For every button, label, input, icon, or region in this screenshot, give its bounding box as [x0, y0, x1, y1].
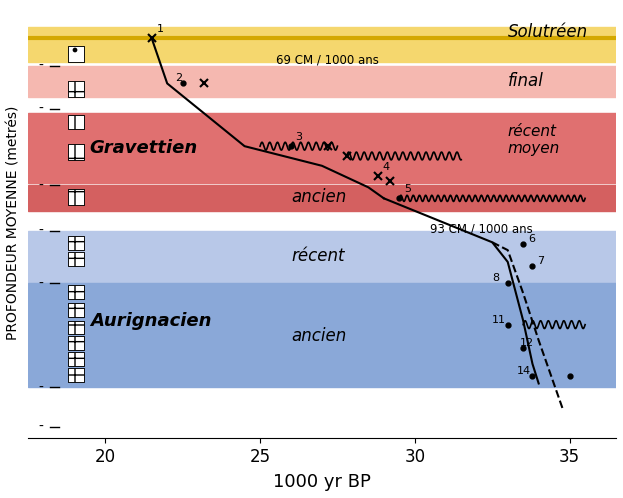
Text: ancien: ancien [291, 327, 346, 346]
Text: -: - [39, 380, 44, 394]
Bar [28, 66, 616, 97]
FancyBboxPatch shape [68, 237, 83, 250]
Text: Aurignacien: Aurignacien [90, 312, 211, 330]
Text: 69 CM / 1000 ans: 69 CM / 1000 ans [275, 53, 378, 66]
Text: 6: 6 [528, 234, 535, 244]
FancyBboxPatch shape [68, 115, 83, 128]
Text: 14: 14 [517, 366, 531, 375]
Bar [28, 231, 616, 281]
FancyBboxPatch shape [68, 189, 83, 205]
Text: Solutréen: Solutréen [508, 23, 588, 41]
Text: -: - [39, 276, 44, 290]
FancyBboxPatch shape [68, 303, 83, 317]
Y-axis label: PROFONDEUR MOYENNE (metrés): PROFONDEUR MOYENNE (metrés) [7, 106, 21, 340]
Text: final: final [508, 73, 544, 91]
Text: 2: 2 [175, 73, 182, 84]
Text: 11: 11 [492, 315, 506, 325]
Text: récent: récent [291, 247, 345, 265]
Text: 8: 8 [492, 273, 500, 283]
Text: -: - [39, 224, 44, 238]
Text: ancien: ancien [291, 188, 346, 206]
Text: -: - [39, 178, 44, 192]
FancyBboxPatch shape [68, 144, 83, 160]
Bar [28, 113, 616, 183]
Bar [28, 283, 616, 387]
Text: 3: 3 [296, 132, 303, 142]
FancyBboxPatch shape [68, 82, 83, 97]
Text: récent
moyen: récent moyen [508, 124, 560, 156]
FancyBboxPatch shape [68, 285, 83, 299]
Text: -: - [39, 59, 44, 73]
Text: Gravettien: Gravettien [90, 139, 198, 157]
Text: 93 CM / 1000 ans: 93 CM / 1000 ans [430, 222, 533, 235]
Text: 12: 12 [520, 338, 534, 348]
X-axis label: 1000 yr BP: 1000 yr BP [273, 473, 371, 491]
FancyBboxPatch shape [68, 337, 83, 350]
Text: 5: 5 [404, 184, 411, 194]
Bar [28, 26, 616, 62]
Text: -: - [39, 420, 44, 434]
Bar [28, 185, 616, 211]
Text: -: - [39, 102, 44, 116]
FancyBboxPatch shape [68, 352, 83, 366]
Text: 1: 1 [156, 24, 163, 34]
FancyBboxPatch shape [68, 368, 83, 381]
FancyBboxPatch shape [68, 252, 83, 266]
Text: 4: 4 [383, 162, 389, 172]
FancyBboxPatch shape [68, 46, 83, 62]
Text: 7: 7 [537, 256, 545, 266]
FancyBboxPatch shape [68, 321, 83, 335]
